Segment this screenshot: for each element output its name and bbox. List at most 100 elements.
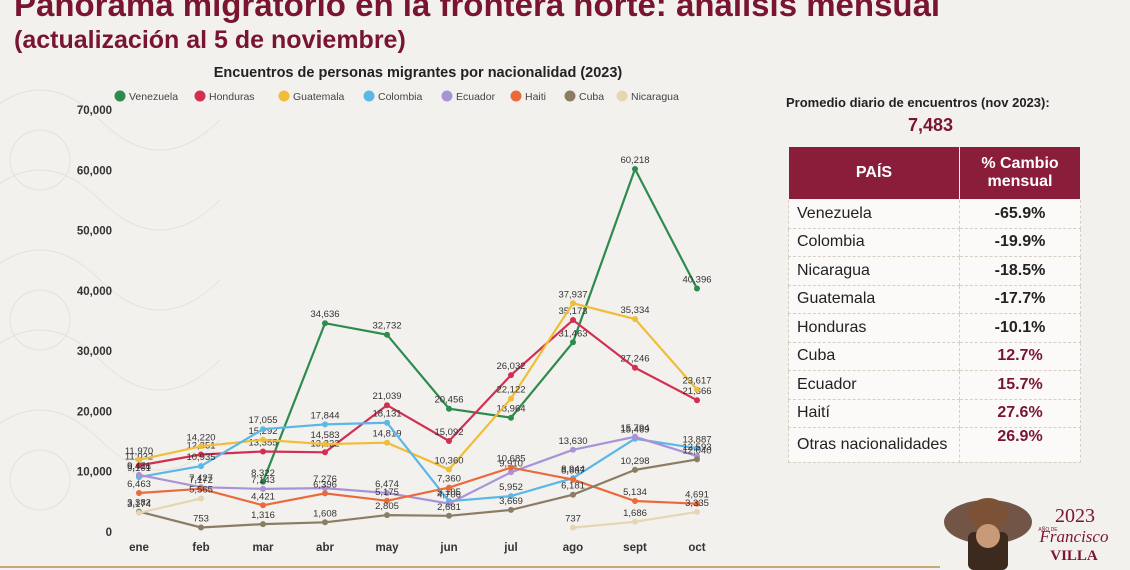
data-point xyxy=(446,484,452,491)
data-point xyxy=(198,451,204,458)
header-country: PAÍS xyxy=(788,146,960,200)
data-label: 15,469 xyxy=(620,425,649,436)
legend-label: Colombia xyxy=(378,91,423,103)
data-label: 5,134 xyxy=(623,487,647,498)
data-label: 35,334 xyxy=(620,305,649,316)
data-label: 6,474 xyxy=(375,479,399,490)
data-label: 31,463 xyxy=(558,328,587,339)
data-label: 3,382 xyxy=(127,498,151,509)
table-row: Honduras -10.1% xyxy=(788,313,1081,343)
data-label: 1,608 xyxy=(313,508,337,519)
data-point xyxy=(508,395,514,402)
data-label: 1,686 xyxy=(623,508,647,519)
data-label: 11,970 xyxy=(125,446,153,457)
y-tick-label: 60,000 xyxy=(77,165,112,177)
y-tick-label: 0 xyxy=(106,527,112,539)
data-point xyxy=(570,317,576,323)
data-label: 9,101 xyxy=(127,463,151,474)
data-label: 7,427 xyxy=(189,473,213,484)
logo-name-last: VILLA xyxy=(1050,548,1098,564)
y-tick-label: 30,000 xyxy=(77,346,112,358)
data-point xyxy=(136,456,142,463)
change-cell: 26.9% xyxy=(959,427,1081,463)
data-label: 8,322 xyxy=(251,468,275,479)
change-cell: -18.5% xyxy=(959,256,1081,286)
data-label: 23,617 xyxy=(682,376,711,387)
data-label: 22,122 xyxy=(496,385,525,396)
data-label: 14,220 xyxy=(186,432,215,443)
x-tick-label: ene xyxy=(129,542,149,554)
table-row: Otras nacionalidades 26.9% xyxy=(788,427,1081,463)
data-label: 34,636 xyxy=(310,309,339,320)
chart-title: Encuentros de personas migrantes por nac… xyxy=(214,65,623,81)
data-label: 3,335 xyxy=(685,498,709,509)
data-point xyxy=(694,285,700,292)
data-point xyxy=(260,426,266,433)
legend-marker xyxy=(510,90,522,102)
data-label: 12,040 xyxy=(682,445,711,456)
logo-small-text: AÑO DE xyxy=(1038,526,1058,533)
series-line xyxy=(138,302,698,471)
data-point xyxy=(446,405,452,412)
country-cell: Cuba xyxy=(788,341,960,371)
data-label: 20,456 xyxy=(434,395,463,406)
data-point xyxy=(384,419,390,426)
series-line xyxy=(138,497,202,514)
data-point xyxy=(446,512,452,519)
data-label: 8,944 xyxy=(561,464,585,475)
data-point xyxy=(632,166,638,172)
daily-average-label: Promedio diario de encuentros (nov 2023)… xyxy=(786,95,1050,110)
change-cell: 12.7% xyxy=(959,341,1081,371)
x-tick-label: oct xyxy=(688,542,705,554)
data-point xyxy=(322,519,328,526)
data-label: 753 xyxy=(193,514,209,525)
data-label: 40,396 xyxy=(682,275,711,286)
logo-name-first: Francisco xyxy=(1039,527,1109,546)
country-cell: Otras nacionalidades xyxy=(788,427,960,463)
data-point xyxy=(198,485,204,492)
data-point xyxy=(570,339,576,346)
data-point xyxy=(632,498,638,504)
data-point xyxy=(136,509,142,516)
data-point xyxy=(260,502,266,509)
chart-legend: Venezuela Honduras Guatemala Colombia Ecuado… xyxy=(114,90,679,103)
series-colombia: 9,101 10,935 17,055 17,844 18,131 5,105 5,952 8… xyxy=(127,409,712,505)
country-cell: Nicaragua xyxy=(788,256,960,286)
daily-average-value: 7,483 xyxy=(908,115,954,135)
change-cell: 15.7% xyxy=(959,370,1081,400)
data-point xyxy=(508,469,514,476)
chart-series: 9,4168,32234,63632,73220,45618,96431,463… xyxy=(125,155,712,531)
data-label: 5,952 xyxy=(499,482,523,493)
data-point xyxy=(446,500,452,507)
country-cell: Colombia xyxy=(788,227,960,257)
data-label: 2,805 xyxy=(375,501,399,512)
page-subtitle: (actualización al 5 de noviembre) xyxy=(14,26,406,54)
data-point xyxy=(446,466,452,473)
change-cell: -65.9% xyxy=(959,199,1081,229)
x-tick-label: feb xyxy=(192,542,209,554)
table-row: Venezuela -65.9% xyxy=(788,199,1081,229)
data-point xyxy=(384,331,390,338)
series-cuba: 3,382 753 1,316 1,608 2,805 2,681 3,669 6,181 10… xyxy=(127,445,712,531)
legend-marker xyxy=(616,90,628,102)
data-label: 8,687 xyxy=(561,466,585,477)
data-point xyxy=(322,421,328,428)
legend-label: Haiti xyxy=(525,91,546,103)
change-table: PAÍS % Cambio mensual Venezuela -65.9% Col… xyxy=(788,146,1081,463)
legend-label: Ecuador xyxy=(456,91,496,103)
data-point xyxy=(322,490,328,497)
data-point xyxy=(570,476,576,483)
data-label: 1,316 xyxy=(251,510,275,521)
data-label: 21,039 xyxy=(372,391,401,402)
data-point xyxy=(694,386,700,393)
change-cell: 27.6% xyxy=(959,398,1081,428)
data-label: 10,935 xyxy=(186,452,215,463)
change-cell: -19.9% xyxy=(959,227,1081,257)
data-label: 13,630 xyxy=(558,436,587,447)
series-line xyxy=(138,318,698,467)
data-label: 15,092 xyxy=(434,427,463,438)
header-change: % Cambio mensual xyxy=(959,146,1081,200)
data-point xyxy=(570,491,576,498)
data-point xyxy=(508,493,514,500)
